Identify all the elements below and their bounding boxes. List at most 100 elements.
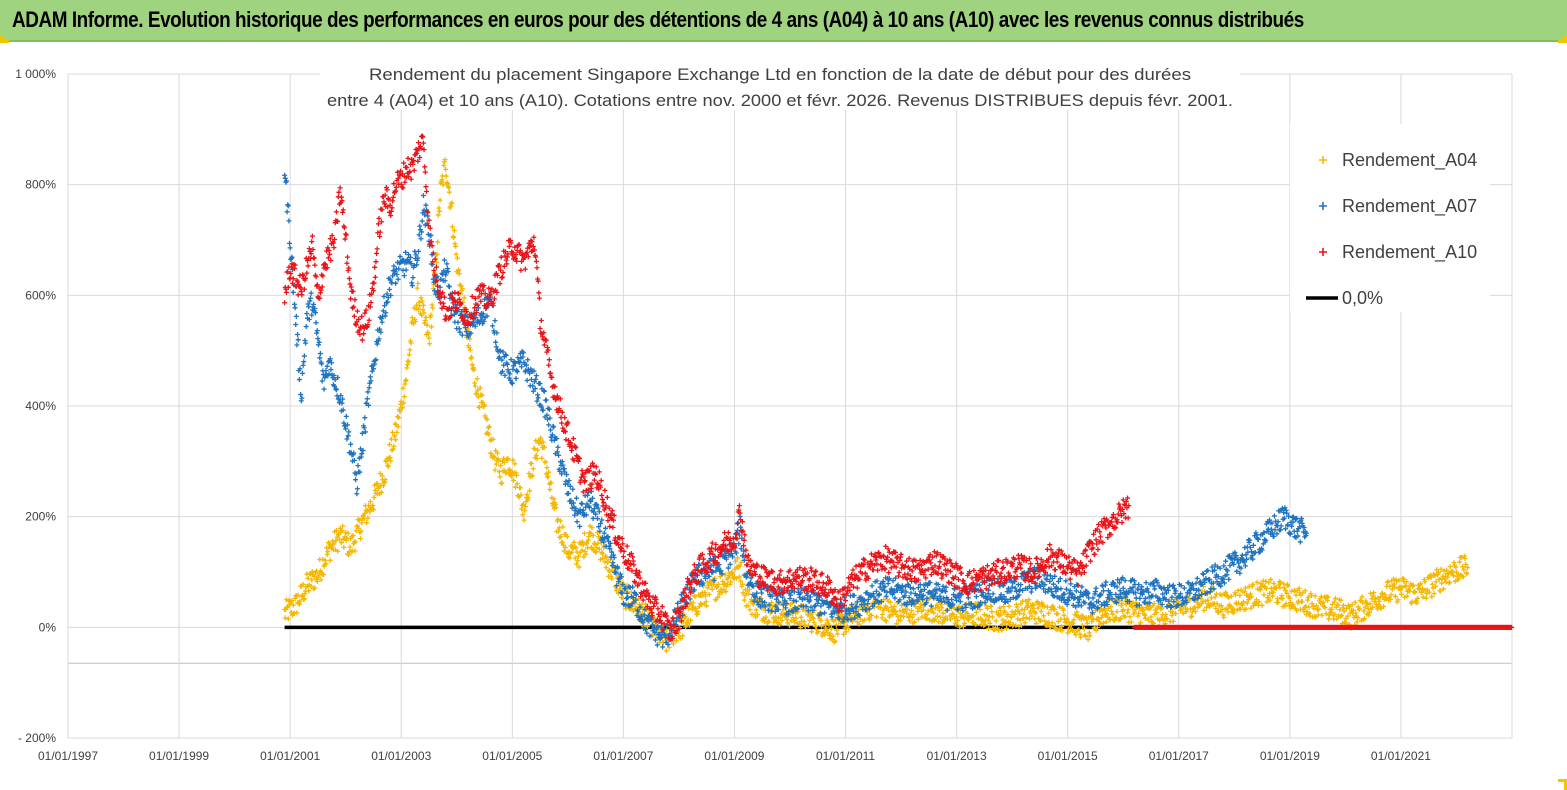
marker-a10 <box>546 362 552 368</box>
marker-a04 <box>496 469 502 475</box>
marker-a07 <box>459 332 465 338</box>
marker-a10 <box>1000 559 1006 565</box>
marker-a04 <box>1031 602 1037 608</box>
marker-a07 <box>973 594 979 600</box>
marker-a04 <box>477 385 483 391</box>
marker-a07 <box>1103 579 1109 585</box>
marker-a04 <box>614 587 620 593</box>
marker-a04 <box>703 599 709 605</box>
series-a10 <box>282 133 1132 643</box>
marker-a04 <box>496 458 502 464</box>
marker-a04 <box>514 481 520 487</box>
marker-a04 <box>915 616 921 622</box>
marker-a04 <box>1038 617 1044 623</box>
marker-a04 <box>913 604 919 610</box>
marker-a04 <box>442 157 448 163</box>
marker-a10 <box>820 580 826 586</box>
marker-a04 <box>753 607 759 613</box>
marker-a04 <box>828 625 834 631</box>
marker-a04 <box>446 189 452 195</box>
marker-a04 <box>1076 627 1082 633</box>
marker-a10 <box>1066 554 1072 560</box>
marker-a04 <box>897 617 903 623</box>
marker-a10 <box>336 189 342 195</box>
marker-a04 <box>911 612 917 618</box>
marker-a10 <box>604 494 610 500</box>
marker-a04 <box>953 622 959 628</box>
corner-mark-top-right <box>1558 36 1567 43</box>
marker-a04 <box>573 561 579 567</box>
marker-a10 <box>376 215 382 221</box>
marker-a04 <box>1081 626 1087 632</box>
marker-a07 <box>446 284 452 290</box>
marker-a10 <box>422 169 428 175</box>
marker-a04 <box>1429 594 1435 600</box>
marker-a04 <box>1319 612 1325 618</box>
marker-a04 <box>1306 604 1312 610</box>
marker-a10 <box>629 568 635 574</box>
marker-a04 <box>792 620 798 626</box>
marker-a04 <box>352 548 358 554</box>
marker-a07 <box>444 261 450 267</box>
marker-a04 <box>802 623 808 629</box>
marker-a04 <box>388 436 394 442</box>
marker-a07 <box>579 501 585 507</box>
marker-a04 <box>1041 613 1047 619</box>
marker-a04 <box>428 324 434 330</box>
marker-a07 <box>660 644 666 650</box>
marker-a04 <box>511 477 517 483</box>
marker-a04 <box>420 302 426 308</box>
marker-a07 <box>403 267 409 273</box>
marker-a04 <box>582 530 588 536</box>
marker-a10 <box>1028 561 1034 567</box>
marker-a04 <box>453 251 459 257</box>
marker-a04 <box>1114 609 1120 615</box>
marker-a04 <box>421 310 427 316</box>
marker-a07 <box>287 240 293 246</box>
marker-a04 <box>309 577 315 583</box>
marker-a10 <box>1047 542 1053 548</box>
marker-a04 <box>822 632 828 638</box>
marker-a07 <box>287 245 293 251</box>
marker-a07 <box>420 193 426 199</box>
marker-a07 <box>736 541 742 547</box>
marker-a04 <box>977 607 983 613</box>
marker-a04 <box>393 437 399 443</box>
y-tick-label: 1 000% <box>15 67 56 81</box>
marker-a04 <box>305 575 311 581</box>
marker-a04 <box>556 525 562 531</box>
marker-a04 <box>350 532 356 538</box>
marker-a04 <box>1148 614 1154 620</box>
marker-a04 <box>1028 608 1034 614</box>
marker-a04 <box>740 590 746 596</box>
y-tick-label: - 200% <box>18 731 56 745</box>
marker-a04 <box>984 613 990 619</box>
marker-a10 <box>598 478 604 484</box>
marker-a04 <box>449 224 455 230</box>
marker-a07 <box>317 351 323 357</box>
marker-a04 <box>391 443 397 449</box>
marker-a04 <box>1201 607 1207 613</box>
marker-a04 <box>446 185 452 191</box>
marker-a04 <box>589 525 595 531</box>
marker-a04 <box>722 572 728 578</box>
marker-a04 <box>894 621 900 627</box>
marker-a04 <box>543 459 549 465</box>
scatter-chart: 1 000%800%600%400%200%0%- 200%01/01/1997… <box>15 56 1515 763</box>
marker-a04 <box>1100 620 1106 626</box>
marker-a04 <box>1041 603 1047 609</box>
marker-a07 <box>295 337 301 343</box>
marker-a04 <box>1091 617 1097 623</box>
marker-a04 <box>501 459 507 465</box>
marker-a04 <box>474 376 480 382</box>
marker-a04 <box>1071 617 1077 623</box>
marker-a10 <box>305 263 311 269</box>
marker-a10 <box>559 420 565 426</box>
marker-a07 <box>490 323 496 329</box>
marker-a04 <box>540 439 546 445</box>
marker-a10 <box>337 185 343 191</box>
x-tick-label: 01/01/2013 <box>927 749 987 763</box>
marker-a04 <box>666 644 672 650</box>
marker-a04 <box>919 614 925 620</box>
marker-a04 <box>382 477 388 483</box>
